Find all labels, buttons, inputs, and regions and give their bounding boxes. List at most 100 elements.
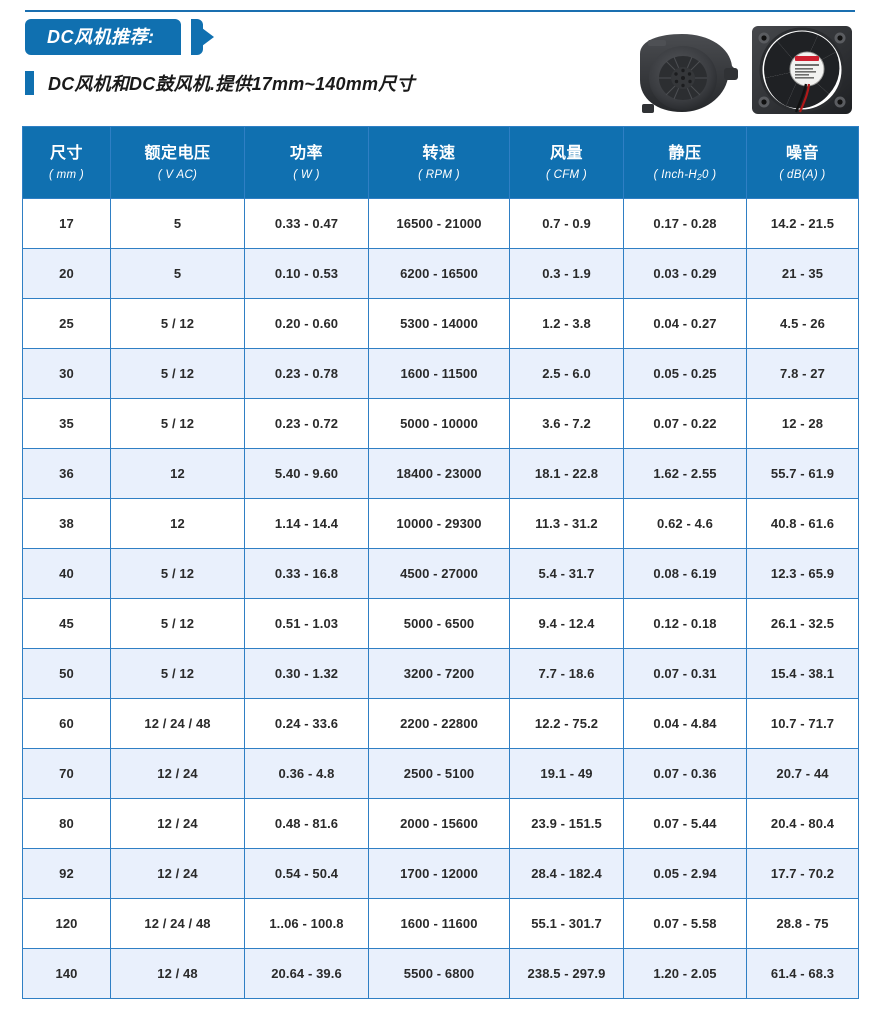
cell-static-pressure: 0.07 - 0.22 (623, 398, 747, 449)
section-banner-label: DC风机推荐: (47, 27, 155, 47)
cell-static-pressure: 0.17 - 0.28 (623, 198, 747, 249)
cell-size: 38 (22, 498, 111, 549)
column-unit-speed: ( RPM ) (418, 169, 460, 181)
cell-rated-voltage: 12 / 48 (110, 948, 245, 999)
cell-size: 120 (22, 898, 111, 949)
cell-size: 80 (22, 798, 111, 849)
column-header-size: 尺寸 ( mm ) (22, 126, 111, 199)
column-header-rated-voltage: 额定电压 ( V AC) (110, 126, 245, 199)
cell-airflow: 0.3 - 1.9 (509, 248, 624, 299)
cell-speed: 2000 - 15600 (368, 798, 510, 849)
table-row: 38 12 1.14 - 14.4 10000 - 29300 11.3 - 31.2 0… (22, 498, 859, 549)
table-row: 50 5 / 12 0.30 - 1.32 3200 - 7200 7.7 - 18.6… (22, 648, 859, 699)
cell-power: 1.14 - 14.4 (244, 498, 369, 549)
column-header-static-pressure: 静压 ( Inch-H20 ) (623, 126, 747, 199)
column-unit-airflow: ( CFM ) (545, 169, 588, 181)
cell-airflow: 11.3 - 31.2 (509, 498, 624, 549)
cell-size: 50 (22, 648, 111, 699)
cell-noise: 12.3 - 65.9 (746, 548, 859, 599)
product-photos (632, 14, 862, 119)
section-banner-body: DC风机推荐: (25, 19, 181, 55)
subtitle-accent-bar (25, 71, 34, 95)
column-header-airflow: 风量 ( CFM ) (509, 126, 624, 199)
cell-size: 140 (22, 948, 111, 999)
cell-speed: 1600 - 11600 (368, 898, 510, 949)
cell-size: 70 (22, 748, 111, 799)
cell-rated-voltage: 12 / 24 (110, 798, 245, 849)
subtitle-text: DC风机和DC鼓风机.提供17mm~140mm尺寸 (48, 74, 415, 94)
cell-rated-voltage: 5 / 12 (110, 398, 245, 449)
cell-airflow: 1.2 - 3.8 (509, 298, 624, 349)
column-title-speed: 转速 (422, 145, 456, 162)
cell-power: 0.54 - 50.4 (244, 848, 369, 899)
cell-power: 0.51 - 1.03 (244, 598, 369, 649)
cell-size: 92 (22, 848, 111, 899)
unit-subscript-static-pressure: 2 (696, 171, 702, 182)
banner-arrow-icon (180, 19, 203, 55)
cell-speed: 5000 - 6500 (368, 598, 510, 649)
cell-airflow: 23.9 - 151.5 (509, 798, 624, 849)
cell-static-pressure: 0.07 - 5.44 (623, 798, 747, 849)
table-row: 60 12 / 24 / 48 0.24 - 33.6 2200 - 22800 12.… (22, 698, 859, 749)
cell-static-pressure: 1.20 - 2.05 (623, 948, 747, 999)
cell-airflow: 9.4 - 12.4 (509, 598, 624, 649)
table-row: 120 12 / 24 / 48 1..06 - 100.8 1600 - 11600… (22, 898, 859, 949)
table-row: 92 12 / 24 0.54 - 50.4 1700 - 12000 28.4 - 1… (22, 848, 859, 899)
cell-noise: 10.7 - 71.7 (746, 698, 859, 749)
cell-static-pressure: 0.62 - 4.6 (623, 498, 747, 549)
table-row: 80 12 / 24 0.48 - 81.6 2000 - 15600 23.9 - 1… (22, 798, 859, 849)
cell-power: 0.36 - 4.8 (244, 748, 369, 799)
table-row: 40 5 / 12 0.33 - 16.8 4500 - 27000 5.4 - 31.… (22, 548, 859, 599)
cell-noise: 14.2 - 21.5 (746, 198, 859, 249)
cell-noise: 55.7 - 61.9 (746, 448, 859, 499)
cell-speed: 5300 - 14000 (368, 298, 510, 349)
cell-power: 1..06 - 100.8 (244, 898, 369, 949)
cell-size: 45 (22, 598, 111, 649)
dc-axial-fan-photo (752, 26, 852, 114)
cell-power: 0.33 - 0.47 (244, 198, 369, 249)
cell-airflow: 12.2 - 75.2 (509, 698, 624, 749)
cell-airflow: 55.1 - 301.7 (509, 898, 624, 949)
dc-blower-fan-photo (640, 34, 738, 113)
cell-airflow: 18.1 - 22.8 (509, 448, 624, 499)
top-divider-rule (25, 10, 855, 12)
cell-noise: 26.1 - 32.5 (746, 598, 859, 649)
cell-noise: 17.7 - 70.2 (746, 848, 859, 899)
cell-rated-voltage: 12 / 24 (110, 848, 245, 899)
cell-size: 35 (22, 398, 111, 449)
cell-noise: 28.8 - 75 (746, 898, 859, 949)
cell-power: 0.20 - 0.60 (244, 298, 369, 349)
column-header-speed: 转速 ( RPM ) (368, 126, 510, 199)
cell-static-pressure: 0.04 - 4.84 (623, 698, 747, 749)
table-body: 17 5 0.33 - 0.47 16500 - 21000 0.7 - 0.9 0.17… (22, 198, 859, 999)
cell-static-pressure: 0.07 - 0.31 (623, 648, 747, 699)
cell-size: 36 (22, 448, 111, 499)
cell-speed: 3200 - 7200 (368, 648, 510, 699)
cell-airflow: 238.5 - 297.9 (509, 948, 624, 999)
cell-power: 0.30 - 1.32 (244, 648, 369, 699)
cell-size: 20 (22, 248, 111, 299)
cell-airflow: 28.4 - 182.4 (509, 848, 624, 899)
fan-spec-table-wrapper: 尺寸 ( mm ) 额定电压 ( V AC) 功率 ( W ) 转速 ( RPM… (22, 126, 859, 999)
cell-power: 0.10 - 0.53 (244, 248, 369, 299)
cell-rated-voltage: 12 / 24 / 48 (110, 898, 245, 949)
column-title-power: 功率 (289, 145, 323, 162)
cell-rated-voltage: 12 (110, 448, 245, 499)
fan-spec-table: 尺寸 ( mm ) 额定电压 ( V AC) 功率 ( W ) 转速 ( RPM… (22, 126, 859, 999)
cell-rated-voltage: 5 / 12 (110, 548, 245, 599)
subtitle-row: DC风机和DC鼓风机.提供17mm~140mm尺寸 (25, 70, 415, 96)
cell-power: 20.64 - 39.6 (244, 948, 369, 999)
column-title-static-pressure: 静压 (668, 144, 702, 162)
cell-speed: 4500 - 27000 (368, 548, 510, 599)
table-row: 140 12 / 48 20.64 - 39.6 5500 - 6800 238.5 -… (22, 948, 859, 999)
cell-speed: 2500 - 5100 (368, 748, 510, 799)
cell-size: 30 (22, 348, 111, 399)
unit-prefix-static-pressure: ( Inch-H (653, 168, 697, 181)
cell-rated-voltage: 5 / 12 (110, 348, 245, 399)
cell-speed: 1700 - 12000 (368, 848, 510, 899)
table-row: 70 12 / 24 0.36 - 4.8 2500 - 5100 19.1 - 49 0… (22, 748, 859, 799)
unit-suffix-static-pressure: 0 ) (702, 168, 717, 181)
cell-power: 0.33 - 16.8 (244, 548, 369, 599)
column-header-noise: 噪音 ( dB(A) ) (746, 126, 859, 199)
cell-speed: 5500 - 6800 (368, 948, 510, 999)
